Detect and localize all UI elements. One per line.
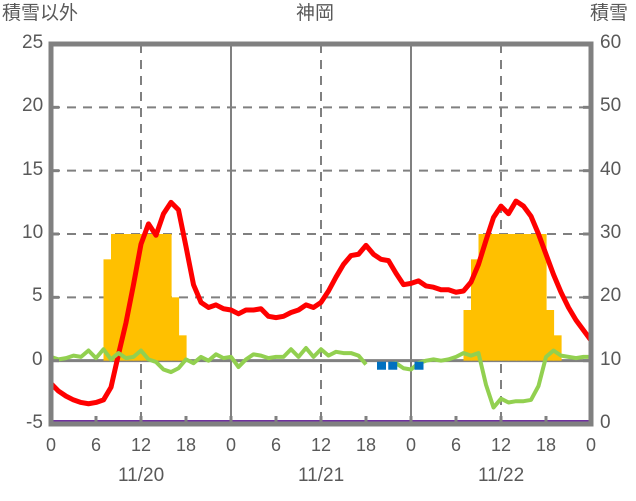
snow-depth-bar <box>178 335 187 361</box>
hour-tick-label: 0 <box>226 435 237 455</box>
left-tick-label: 15 <box>22 158 44 180</box>
snow-depth-bar <box>471 259 480 361</box>
hour-tick-label: 18 <box>536 435 557 455</box>
left-tick-label: 20 <box>22 95 44 117</box>
snow-depth-bar <box>508 234 517 361</box>
hour-tick-label: 18 <box>356 435 377 455</box>
series-line-red <box>49 198 594 407</box>
snow-depth-bar <box>538 234 547 361</box>
snow-depth-bar <box>531 234 540 361</box>
left-tick-label: 10 <box>22 222 44 243</box>
snow-depth-bar <box>103 259 112 361</box>
right-tick-label: 20 <box>600 285 622 307</box>
snow-depth-bar <box>553 335 562 361</box>
snow-depth-bar <box>478 234 487 361</box>
hour-tick-label: 12 <box>131 435 152 455</box>
blue-marker <box>388 361 398 370</box>
hour-tick-label: 6 <box>451 435 462 455</box>
left-tick-label: 0 <box>32 348 43 370</box>
day-label: 11/21 <box>298 465 345 486</box>
left-axis-name: 積雪以外 <box>2 3 79 24</box>
snow-depth-bar <box>171 297 180 361</box>
hour-tick-label: 6 <box>271 435 282 455</box>
snow-depth-bar <box>148 234 157 361</box>
snow-depth-bar <box>493 234 502 361</box>
blue-marker <box>414 361 424 370</box>
right-tick-label: 60 <box>600 32 622 53</box>
snow-depth-bar <box>523 234 532 361</box>
snow-depth-bar <box>118 234 127 361</box>
left-tick-label: -5 <box>26 412 43 433</box>
snow-depth-bar <box>463 310 472 361</box>
snow-depth-bar <box>111 234 120 361</box>
snow-depth-bar <box>156 234 165 361</box>
hour-tick-label: 18 <box>176 435 197 455</box>
page-title: 神岡 <box>296 3 335 24</box>
snow-depth-bar <box>516 234 525 361</box>
day-label: 11/22 <box>478 465 525 486</box>
hour-tick-label: 12 <box>311 435 332 455</box>
snow-depth-bar <box>163 234 172 361</box>
hour-tick-label: 6 <box>91 435 102 455</box>
hour-tick-label: 0 <box>586 435 597 455</box>
right-tick-label: 50 <box>600 95 622 117</box>
snow-depth-bar <box>133 234 142 361</box>
snow-depth-bar <box>546 310 555 361</box>
right-tick-label: 0 <box>600 412 611 433</box>
right-tick-label: 30 <box>600 222 622 243</box>
left-tick-label: 25 <box>22 32 44 53</box>
blue-marker <box>377 361 386 370</box>
right-tick-label: 10 <box>600 348 622 370</box>
hour-tick-label: 12 <box>491 435 512 455</box>
right-axis-name: 積雪 <box>590 3 629 24</box>
hour-tick-label: 0 <box>406 435 417 455</box>
day-label: 11/20 <box>118 465 165 486</box>
left-tick-label: 5 <box>32 285 43 307</box>
right-tick-label: 40 <box>600 158 622 180</box>
snow-depth-bar <box>501 234 510 361</box>
hour-tick-label: 0 <box>46 435 57 455</box>
snow-depth-bar <box>141 234 150 361</box>
snow-depth-bar <box>486 234 495 361</box>
